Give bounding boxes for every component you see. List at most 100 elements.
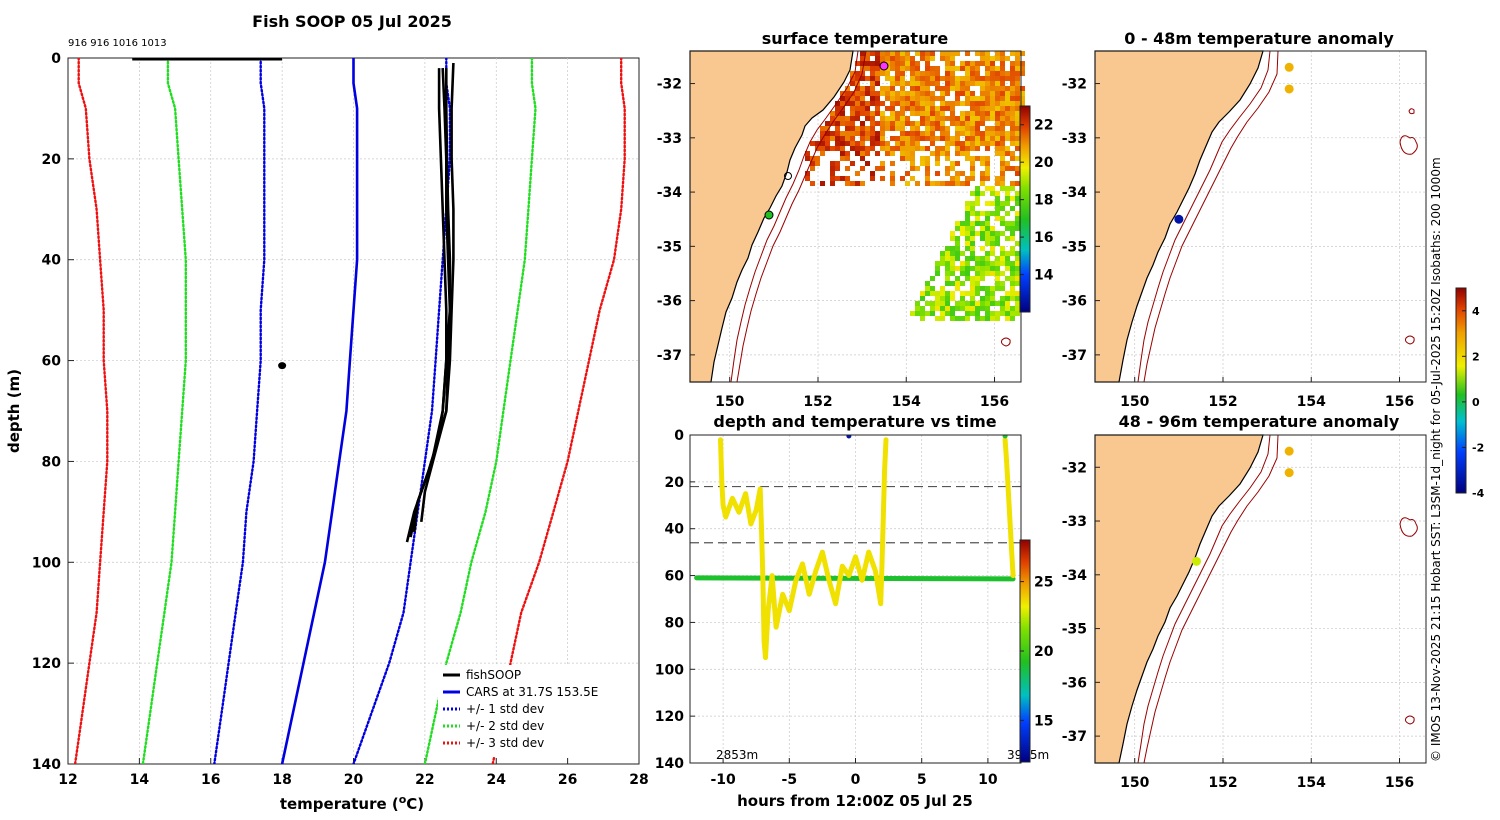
sst-cell <box>960 101 965 106</box>
sst-cell <box>1000 216 1005 221</box>
sst-cell <box>975 201 980 206</box>
sst-cell <box>1000 66 1005 71</box>
sst-cell <box>855 181 860 186</box>
sst-cell <box>870 61 875 66</box>
sst-cell <box>880 91 885 96</box>
sst-cell <box>920 96 925 101</box>
sst-cell <box>900 141 905 146</box>
sst-cell <box>970 171 975 176</box>
sst-cell <box>1000 231 1005 236</box>
sst-cell <box>980 156 985 161</box>
sst-cell <box>955 96 960 101</box>
sst-cell <box>930 91 935 96</box>
sst-cell <box>880 86 885 91</box>
sst-cell <box>890 51 895 56</box>
sst-cell <box>965 206 970 211</box>
sst-cell <box>990 111 995 116</box>
sst-cell <box>1000 111 1005 116</box>
sst-cell <box>815 156 820 161</box>
sst-cell <box>975 76 980 81</box>
sst-cell <box>965 101 970 106</box>
sst-cell <box>880 166 885 171</box>
anomaly-colorbar-ticks: -4 -2 0 2 4 <box>1462 305 1485 500</box>
sst-cell <box>975 271 980 276</box>
sst-cell <box>1000 281 1005 286</box>
sst-cell <box>965 201 970 206</box>
sst-cell <box>825 141 830 146</box>
sst-cell <box>895 81 900 86</box>
anom1-axes-frame <box>1094 434 1427 764</box>
sst-cell <box>985 176 990 181</box>
sst-cell <box>1010 236 1015 241</box>
sst-cell <box>860 86 865 91</box>
sst-cell <box>990 86 995 91</box>
sst-cell <box>990 106 995 111</box>
sst-cell <box>880 141 885 146</box>
sst-cell <box>955 281 960 286</box>
sst-cell <box>890 91 895 96</box>
sst-cell <box>985 286 990 291</box>
sst-cell <box>970 131 975 136</box>
sst-cell <box>850 76 855 81</box>
sst-cell <box>955 81 960 86</box>
sst-cell <box>980 176 985 181</box>
sst-cell <box>1000 161 1005 166</box>
sst-cell <box>920 146 925 151</box>
sst-cell <box>980 306 985 311</box>
sst-cell <box>955 226 960 231</box>
anom1-ticks: -32 -33 -34 -35 -36 -37 150 152 154 156 <box>1062 460 1414 791</box>
sst-cell <box>980 231 985 236</box>
sst-cell <box>990 56 995 61</box>
sst-cell <box>995 76 1000 81</box>
sst-cell <box>985 221 990 226</box>
sst-cell <box>965 156 970 161</box>
sst-cell <box>830 176 835 181</box>
sst-cell <box>980 56 985 61</box>
sst-cell <box>890 86 895 91</box>
sst-cell <box>955 241 960 246</box>
sst-cell <box>995 131 1000 136</box>
y-tick-label: -36 <box>657 294 682 310</box>
sst-cell <box>835 131 840 136</box>
sst-cell <box>870 101 875 106</box>
sst-cell <box>855 106 860 111</box>
sst-cell <box>895 91 900 96</box>
sst-cell <box>835 126 840 131</box>
sst-cell <box>950 296 955 301</box>
sst-cell <box>875 91 880 96</box>
sst-cell <box>935 86 940 91</box>
sst-cell <box>1015 141 1020 146</box>
sst-cell <box>930 131 935 136</box>
sst-cell <box>870 96 875 101</box>
sst-cell <box>1000 81 1005 86</box>
y-tick-label: -34 <box>1062 185 1088 201</box>
sst-cell <box>995 241 1000 246</box>
sst-cell <box>990 81 995 86</box>
sst-cell <box>950 76 955 81</box>
y-tick-label: -32 <box>1062 77 1087 93</box>
sst-cell <box>830 161 835 166</box>
sst-cell <box>940 311 945 316</box>
sst-cell <box>940 261 945 266</box>
sst-cell <box>970 211 975 216</box>
sst-cell <box>1010 71 1015 76</box>
sst-cell <box>880 116 885 121</box>
sst-cell <box>925 81 930 86</box>
sst-cell <box>945 256 950 261</box>
sst-cell <box>965 271 970 276</box>
sst-cell <box>940 76 945 81</box>
sst-cell <box>965 231 970 236</box>
cast-temperature-trace <box>718 437 889 661</box>
sst-colorbar <box>1019 105 1031 313</box>
sst-cell <box>835 176 840 181</box>
surface-dot <box>1002 435 1008 439</box>
sst-cell <box>1005 251 1010 256</box>
sst-cell <box>1000 101 1005 106</box>
x-tick-label: 150 <box>1120 775 1149 791</box>
sst-cell <box>980 76 985 81</box>
sst-cell <box>965 81 970 86</box>
sst-cell <box>1015 66 1020 71</box>
colorbar-tick-label: -2 <box>1472 441 1484 454</box>
sst-cell <box>985 236 990 241</box>
